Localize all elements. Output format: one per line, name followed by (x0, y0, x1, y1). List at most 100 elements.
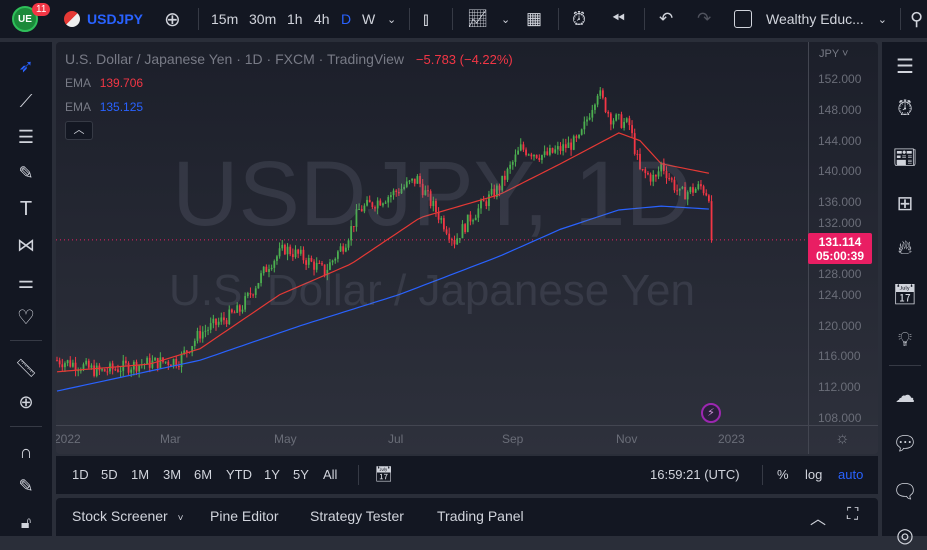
chat-cloud-icon[interactable]: ☁ (895, 384, 915, 407)
streams-icon[interactable]: ◎ (896, 524, 914, 547)
candle (421, 178, 424, 198)
tab-strategy-tester[interactable]: Strategy Tester (310, 508, 404, 524)
legend-symbol-text: U.S. Dollar / Japanese Yen · 1D · FXCM ·… (65, 51, 405, 67)
clock[interactable]: 16:59:21 (UTC) (650, 467, 740, 482)
chevron-down-icon: ˅ (177, 513, 184, 524)
lock-icon[interactable]: 🔓︎ (20, 515, 32, 532)
candle (154, 356, 156, 361)
range-ytd[interactable]: YTD (226, 467, 252, 482)
search-icon[interactable]: ⚲ (910, 8, 924, 29)
candle (403, 184, 406, 191)
candle (676, 184, 678, 196)
layout-grid-icon[interactable]: ▦ (526, 9, 543, 28)
interval-1h[interactable]: 1h (287, 11, 303, 27)
candle (636, 149, 639, 160)
brush-icon[interactable]: ✎ (18, 162, 34, 183)
range-5y[interactable]: 5Y (293, 467, 309, 482)
cursor-icon[interactable]: ➶ (18, 55, 34, 76)
layout-menu[interactable]: Wealthy Educ... ⌄ (734, 0, 887, 38)
range-3m[interactable]: 3M (163, 467, 182, 482)
auto-toggle[interactable]: auto (838, 467, 864, 482)
messages-icon[interactable]: 🗨︎ (892, 480, 918, 503)
logo-button[interactable]: UE 11 (12, 0, 51, 38)
add-list-icon[interactable]: ⊞ (896, 192, 914, 215)
text-icon[interactable]: T (19, 197, 33, 220)
chevron-down-icon[interactable]: ⌄ (501, 13, 511, 26)
range-5d[interactable]: 5D (101, 467, 118, 482)
calendar-icon[interactable]: 📅︎ (892, 283, 918, 306)
candle (241, 305, 244, 314)
range-1d[interactable]: 1D (72, 467, 89, 482)
price-tick: 116.000 (818, 349, 861, 364)
price-chart[interactable] (56, 42, 878, 454)
maximize-icon[interactable]: ⛶ (847, 506, 859, 523)
percent-toggle[interactable]: % (777, 467, 789, 482)
lock-drawings-icon[interactable]: ✎ (18, 475, 34, 496)
candles-icon[interactable]: ⫾ (423, 8, 429, 29)
settings-gear-icon[interactable]: ☼ (835, 430, 850, 447)
fib-icon[interactable]: ☰ (17, 126, 35, 147)
candle (710, 195, 713, 243)
ruler-icon[interactable]: 📏︎ (14, 357, 38, 378)
chevron-down-icon[interactable]: ⌄ (387, 13, 397, 26)
compare-add-icon[interactable]: ⊕ (164, 8, 181, 31)
ema-legend-1[interactable]: EMA 139.706 (65, 76, 143, 90)
news-icon[interactable]: 📰︎ (892, 146, 918, 169)
log-toggle[interactable]: log (805, 467, 823, 482)
candle (284, 243, 286, 256)
undo-icon[interactable]: ↶ (659, 9, 674, 28)
candle (326, 263, 329, 281)
interval-w[interactable]: W (362, 11, 376, 27)
range-6m[interactable]: 6M (194, 467, 213, 482)
candle (538, 154, 541, 162)
pattern-icon[interactable]: ⋈ (17, 234, 35, 255)
heart-icon[interactable]: ♡ (17, 306, 35, 329)
candle (686, 190, 689, 206)
tab-pine-editor[interactable]: Pine Editor (210, 508, 279, 524)
legend-change: −5.783 (−4.22%) (415, 52, 513, 67)
candle (294, 245, 297, 259)
candle (217, 317, 220, 328)
chevron-up-icon[interactable]: ︿ (810, 511, 827, 528)
replay-icon[interactable]: ⏪︎ (612, 10, 625, 27)
ideas-lightbulb-icon[interactable]: 💡︎ (898, 328, 912, 351)
candle (506, 167, 509, 182)
prediction-icon[interactable]: ⚌ (17, 271, 35, 292)
alert-icon[interactable]: ⏰︎ (572, 8, 587, 29)
candle (702, 184, 705, 196)
interval-15m[interactable]: 15m (211, 11, 239, 27)
time-label: Sep (502, 432, 524, 446)
magnet-icon[interactable]: ∩ (19, 441, 33, 462)
indicators-icon[interactable]: 📈︎ (467, 9, 489, 28)
symbol-search[interactable]: USDJPY (64, 0, 143, 38)
interval-4h[interactable]: 4h (314, 11, 330, 27)
range-1y[interactable]: 1Y (264, 467, 280, 482)
currency-selector[interactable]: JPY ˅ (819, 48, 849, 60)
candle (307, 254, 310, 269)
hotlist-fire-icon[interactable]: 🔥︎ (897, 236, 913, 259)
candle (567, 136, 570, 149)
tab-stock-screener[interactable]: Stock Screener ˅ (72, 508, 183, 524)
candle (514, 149, 517, 167)
collapse-legend-button[interactable]: ︿ (65, 121, 93, 140)
ema-legend-2[interactable]: EMA 135.125 (65, 100, 143, 114)
candle (511, 160, 514, 170)
goto-date-icon[interactable]: 📅︎ (374, 466, 394, 483)
watchlist-icon[interactable]: ☰ (896, 55, 914, 78)
candle (413, 178, 416, 187)
trend-line-icon[interactable]: ⟋ (19, 90, 33, 111)
chats-icon[interactable]: 💬︎ (892, 432, 918, 455)
tab-trading-panel[interactable]: Trading Panel (437, 508, 524, 524)
last-price-label: 131.114 05:00:39 (808, 233, 872, 264)
chart-pane[interactable]: USDJPY, 1D U.S. Dollar / Japanese Yen U.… (56, 42, 878, 454)
zoom-in-icon[interactable]: ⊕ (18, 391, 34, 412)
interval-30m[interactable]: 30m (249, 11, 277, 27)
candle (424, 185, 427, 196)
interval-d[interactable]: D (341, 11, 352, 27)
candle (220, 312, 223, 325)
range-1m[interactable]: 1M (131, 467, 150, 482)
lightning-event-icon[interactable]: ⚡︎ (701, 403, 721, 423)
redo-icon[interactable]: ↷ (697, 9, 712, 28)
alarm-clock-icon[interactable]: ⏰︎ (897, 97, 913, 120)
range-all[interactable]: All (323, 467, 338, 482)
